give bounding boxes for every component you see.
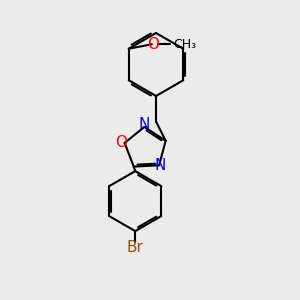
Text: CH₃: CH₃ xyxy=(173,38,196,51)
Text: Br: Br xyxy=(127,239,144,254)
Text: N: N xyxy=(139,117,150,132)
Text: N: N xyxy=(155,158,166,173)
Text: O: O xyxy=(147,37,159,52)
Text: O: O xyxy=(115,135,127,150)
